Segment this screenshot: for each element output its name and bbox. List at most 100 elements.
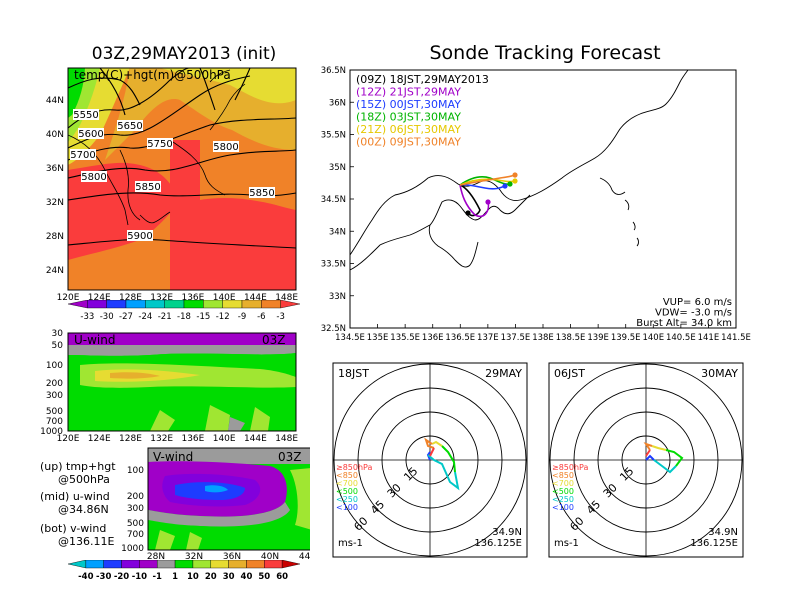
wind-colorbar-label: -30	[96, 572, 111, 582]
hodograph-trace	[651, 445, 667, 451]
track-y-tick: 34N	[329, 227, 346, 237]
hodograph-unit: ms-1	[554, 538, 579, 549]
hodograph-trace	[645, 449, 651, 457]
contour-label: 5600	[78, 129, 103, 140]
caption-mid: (mid) u-wind @34.86N	[40, 490, 110, 516]
wind-colorbar-swatch	[139, 560, 158, 569]
caption-up-line2: @500hPa	[58, 473, 110, 486]
track-legend-entry: (21Z) 06JST,30MAY	[356, 123, 461, 136]
hodograph-time: 18JST	[338, 367, 369, 380]
wind-colorbar-swatch	[192, 560, 211, 569]
wind-colorbar-swatch	[264, 560, 283, 569]
wind-colorbar-label: -20	[114, 572, 129, 582]
track-y-tick: 33N	[329, 292, 346, 302]
track-y-tick: 34.5N	[321, 195, 346, 205]
colorbar-label: -12	[216, 312, 230, 322]
wind-colorbar-swatch	[67, 560, 87, 569]
wind-colorbar-label: 30	[223, 572, 235, 582]
hodograph-time: 06JST	[554, 367, 585, 380]
hodograph-trace	[645, 454, 655, 461]
uwind-y-tick: 50	[52, 341, 64, 351]
vwind-y-tick: 1000	[121, 544, 144, 554]
caption-bot: (bot) v-wind @136.11E	[40, 522, 114, 548]
wind-colorbar-swatch	[157, 560, 176, 569]
track-x-tick: 138E	[532, 333, 554, 343]
track-legend-entry: (15Z) 00JST,30MAY	[356, 98, 461, 111]
hodograph-trace	[431, 440, 443, 447]
colorbar-label: -30	[100, 312, 114, 322]
level-legend-entry: <250	[552, 495, 574, 504]
uwind-time: 03Z	[262, 333, 286, 347]
contour-label: 5750	[147, 139, 172, 150]
map-y-tick: 24N	[46, 266, 64, 276]
track-param: VDW= -3.0 m/s	[655, 308, 732, 319]
contour-label-bg	[135, 181, 161, 192]
map-x-tick: 128E	[119, 293, 142, 303]
contour-label-bg	[147, 138, 173, 149]
uwind-y-tick: 1000	[40, 427, 63, 437]
uwind-y-tick: 700	[46, 417, 63, 427]
colorbar-swatch	[183, 300, 204, 309]
vwind-y-tick: 100	[127, 466, 144, 476]
right-title: Sonde Tracking Forecast	[429, 42, 661, 64]
map-x-tick: 120E	[57, 293, 80, 303]
colorbar-swatch	[222, 300, 243, 309]
wind-colorbar: -40 -30 -20 -10 -1 1 10 20 30 40 50 60	[67, 560, 301, 582]
hodograph-lon: 136.125E	[690, 538, 738, 549]
hodograph-date: 30MAY	[701, 367, 738, 380]
uwind-x-tick: 140E	[213, 434, 236, 444]
colorbar-label: -27	[119, 312, 133, 322]
level-legend-entry: ≥850hPa	[552, 463, 589, 472]
colorbar-label: -33	[80, 312, 94, 322]
track-map: 134.5E 135E 135.5E 136E 136.5E 137E 137.5E 138E…	[321, 66, 751, 343]
hodograph-lon: 136.125E	[474, 538, 522, 549]
vwind-y-tick: 500	[127, 519, 144, 529]
track-legend-entry: (00Z) 09JST,30MAY	[356, 136, 461, 149]
level-legend-entry: <100	[552, 503, 574, 512]
contour-label: 5550	[73, 110, 98, 121]
caption-mid-line2: @34.86N	[58, 503, 109, 516]
hodograph-trace	[424, 437, 435, 449]
colorbar-swatch	[261, 300, 281, 309]
map-y-tick: 32N	[46, 198, 64, 208]
vwind-y-tick: 700	[127, 530, 144, 540]
vwind-x-tick: 32N	[185, 552, 203, 560]
track-x-tick: 135E	[367, 333, 389, 343]
level-legend-entry: <250	[336, 495, 358, 504]
uwind-y-tick: 30	[52, 329, 64, 339]
track-x-tick: 141E	[698, 333, 720, 343]
track-param: Burst Alt= 34.0 km	[636, 318, 732, 329]
colorbar-label: -24	[138, 312, 152, 322]
colorbar-swatch	[203, 300, 223, 309]
vwind-x-tick: 40N	[261, 552, 279, 560]
uwind-x-tick: 124E	[88, 434, 111, 444]
map-x-tick: 124E	[88, 293, 111, 303]
map-y-tick: 40N	[46, 130, 64, 140]
caption-up: (up) tmp+hgt @500hPa	[40, 460, 116, 486]
track-x-tick: 137E	[477, 333, 499, 343]
colorbar-swatch	[241, 300, 262, 309]
caption-bot-line1: (bot) v-wind	[40, 522, 107, 535]
track-legend-entry: (09Z) 18JST,29MAY2013	[356, 73, 489, 86]
contour-label: 5850	[249, 188, 274, 199]
wind-colorbar-label: 10	[187, 572, 199, 582]
uwind-y-tick: 300	[46, 391, 63, 401]
map-x-tick: 132E	[150, 293, 173, 303]
vwind-y-tick: 300	[127, 504, 144, 514]
track-x-tick: 134.5E	[335, 333, 365, 343]
vwind-x-tick: 36N	[223, 552, 241, 560]
map-x-tick: 144E	[244, 293, 267, 303]
hodograph-lat: 34.9N	[492, 527, 522, 538]
track-y-tick: 35N	[329, 163, 346, 173]
uwind-x-tick: 132E	[150, 434, 173, 444]
colorbar-swatch	[67, 300, 88, 309]
track-x-tick: 140E	[642, 333, 664, 343]
caption-up-line1: (up) tmp+hgt	[40, 460, 116, 473]
wind-colorbar-swatch	[281, 560, 301, 569]
map-x-tick: 136E	[181, 293, 204, 303]
level-legend-entry: <100	[336, 503, 358, 512]
contour-label-bg	[117, 120, 143, 131]
hodograph-unit: ms-1	[338, 538, 363, 549]
contour-label-bg	[78, 128, 104, 139]
